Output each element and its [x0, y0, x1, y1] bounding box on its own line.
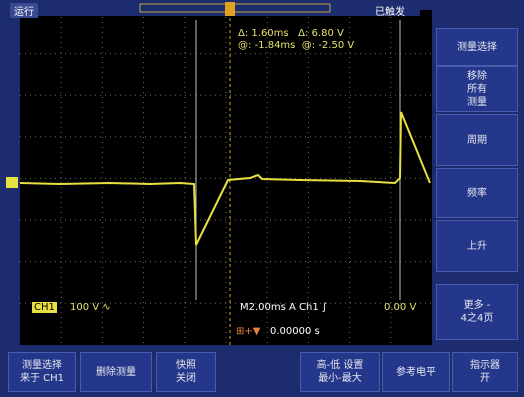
scope-screen: 运行 已触发 Δ: 1.60ms Δ: 6.80 V @: -1.84ms @:…: [0, 0, 524, 397]
timebase: M2.00ms A Ch1 ∫: [240, 302, 327, 313]
value: 1.60ms: [251, 28, 288, 39]
menu-button[interactable]: 删除测量: [80, 352, 152, 392]
label: Δ:: [238, 28, 248, 39]
button-label: 频率: [467, 187, 487, 200]
label: @:: [238, 40, 251, 51]
position-value: 0.00000 s: [270, 326, 320, 337]
button-label: 更多 -: [464, 299, 491, 312]
value: -2.50 V: [318, 40, 354, 51]
trigger-state: 已触发: [375, 3, 405, 18]
button-label: 上升: [467, 240, 487, 253]
button-label: 参考电平: [396, 366, 436, 379]
run-state: 运行: [10, 3, 38, 18]
button-label: 高-低 设置: [317, 359, 364, 372]
top-bar: [8, 4, 420, 16]
position-marker: ⊞+▼: [236, 326, 260, 337]
value: -1.84ms: [255, 40, 296, 51]
cursor-row: Δ: 1.60ms Δ: 6.80 V: [238, 28, 344, 39]
button-label: 周期: [467, 134, 487, 147]
button-label: 移除: [467, 70, 487, 83]
menu-button[interactable]: 参考电平: [382, 352, 450, 392]
menu-button[interactable]: 高-低 设置最小-最大: [300, 352, 380, 392]
menu-button[interactable]: 频率: [436, 168, 518, 218]
button-label: 测量选择: [457, 41, 497, 54]
button-label: 测量选择: [22, 359, 62, 372]
button-label: 开: [480, 372, 490, 385]
button-label: 4之4页: [461, 312, 494, 325]
button-label: 指示器: [470, 359, 500, 372]
menu-button[interactable]: 测量选择来于 CH1: [8, 352, 76, 392]
channel: CH1: [32, 302, 57, 313]
menu-button[interactable]: 周期: [436, 114, 518, 166]
ch1-marker: [6, 177, 18, 188]
menu-button[interactable]: 移除所有测量: [436, 66, 518, 112]
button-label: 测量: [467, 96, 487, 109]
value: 6.80 V: [312, 28, 344, 39]
button-label: 快照: [176, 359, 196, 372]
menu-button[interactable]: 快照关闭: [156, 352, 216, 392]
button-label: 删除测量: [96, 366, 136, 379]
trigger-level: 0.00 V: [384, 302, 416, 313]
menu-button[interactable]: 上升: [436, 220, 518, 272]
label: Δ:: [298, 28, 308, 39]
button-label: 关闭: [176, 372, 196, 385]
menu-button[interactable]: 指示器开: [452, 352, 518, 392]
cursor-row: @: -1.84ms @: -2.50 V: [238, 40, 354, 51]
label: @:: [302, 40, 315, 51]
button-label: 最小-最大: [318, 372, 362, 385]
trigger-pos-marker: [225, 2, 235, 16]
button-label: 所有: [467, 83, 487, 96]
menu-button[interactable]: 测量选择: [436, 28, 518, 66]
channel-scale: 100 V ∿: [70, 302, 111, 313]
menu-button[interactable]: 更多 -4之4页: [436, 284, 518, 340]
button-label: 来于 CH1: [20, 372, 64, 385]
